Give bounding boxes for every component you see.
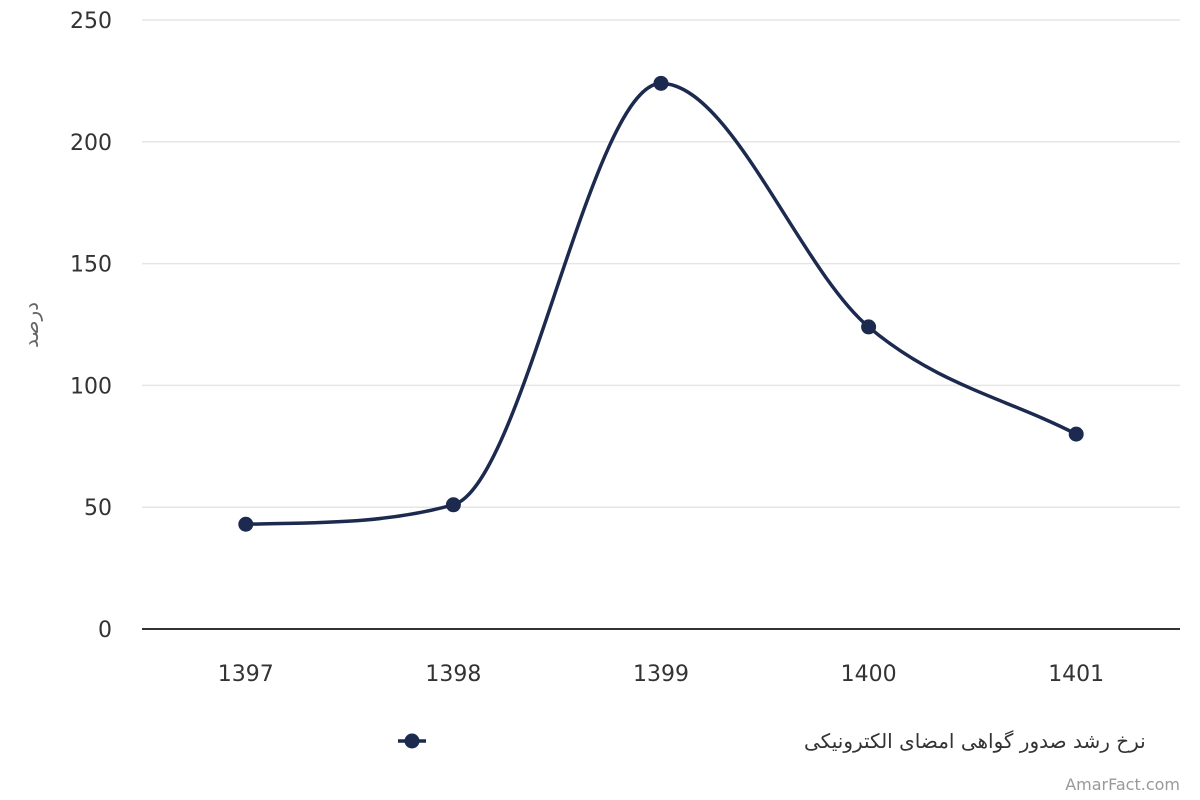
y-tick-label: 250	[70, 9, 112, 34]
y-tick-label: 0	[98, 618, 112, 643]
x-tick-label: 1400	[841, 662, 897, 687]
x-tick-label: 1401	[1048, 662, 1104, 687]
legend-label: نرخ رشد صدور گواهی امضای الکترونیکی	[804, 729, 1146, 753]
data-point-1400[interactable]	[861, 319, 877, 335]
data-point-1398[interactable]	[445, 497, 461, 513]
credit-text[interactable]: AmarFact.com	[1065, 775, 1180, 794]
y-axis-title: درصد	[19, 302, 43, 348]
series-group	[238, 75, 1084, 532]
y-tick-label: 150	[70, 253, 112, 278]
y-axis: 0 50 100 150 200 250	[70, 9, 112, 643]
y-tick-label: 50	[84, 496, 112, 521]
x-axis: 1397 1398 1399 1400 1401	[142, 628, 1180, 687]
grid-lines	[142, 19, 1180, 508]
x-tick-label: 1398	[425, 662, 481, 687]
data-point-1399[interactable]	[653, 75, 669, 91]
data-point-1397[interactable]	[238, 516, 254, 532]
y-tick-label: 200	[70, 131, 112, 156]
y-tick-label: 100	[70, 374, 112, 399]
x-tick-label: 1397	[218, 662, 274, 687]
legend-marker	[404, 733, 420, 749]
data-point-1401[interactable]	[1068, 426, 1084, 442]
legend[interactable]: نرخ رشد صدور گواهی امضای الکترونیکی	[398, 729, 1146, 753]
series-line[interactable]	[244, 81, 1078, 527]
x-tick-label: 1399	[633, 662, 689, 687]
